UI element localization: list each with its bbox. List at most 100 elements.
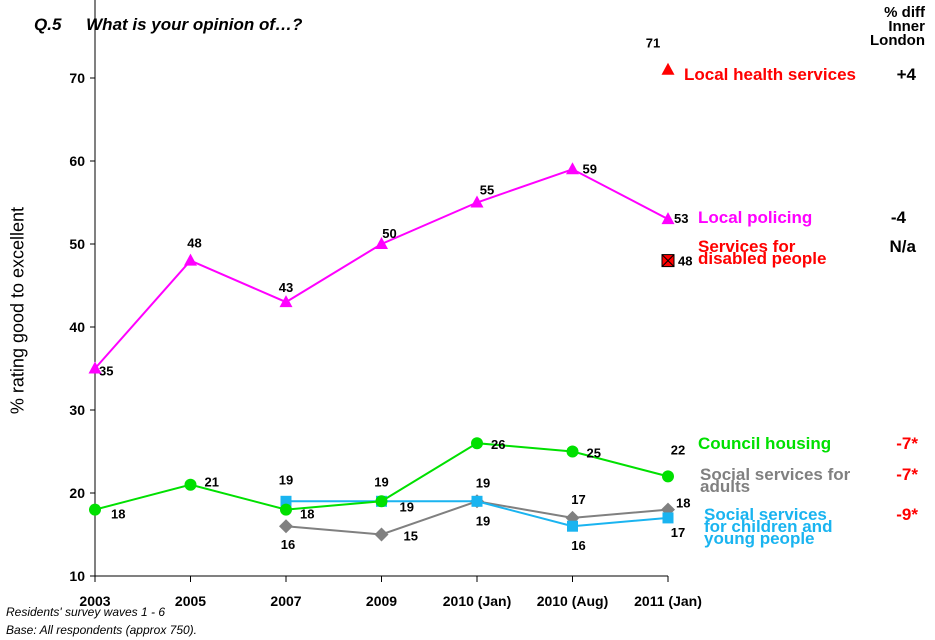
circle-marker <box>89 503 101 516</box>
question-text: What is your opinion of…? <box>86 15 303 34</box>
data-point <box>375 237 388 249</box>
data-point <box>279 519 293 534</box>
data-label: 26 <box>491 437 505 452</box>
legend-label-local-policing: Local policing -4 <box>698 208 907 227</box>
legend-text: Local health services <box>684 65 856 84</box>
data-label: 50 <box>382 226 396 241</box>
data-label: 53 <box>674 211 688 226</box>
x-tick-label: 2003 <box>79 593 110 609</box>
legend-text: Social services for <box>700 465 851 484</box>
x-tick-label: 2010 (Jan) <box>443 593 511 609</box>
data-point <box>567 520 578 532</box>
diff-value: -9* <box>896 505 918 524</box>
y-tick-label: 60 <box>69 153 85 169</box>
y-tick-label: 20 <box>69 485 85 501</box>
data-label: 35 <box>99 364 113 379</box>
data-label: 19 <box>476 475 490 490</box>
data-point <box>662 512 674 524</box>
data-label: 43 <box>279 280 293 295</box>
square-marker <box>567 520 578 532</box>
question-title: Q.5 What is your opinion of…? <box>34 15 302 35</box>
x-square-cross <box>661 254 675 267</box>
data-point <box>184 253 197 266</box>
data-point <box>566 445 579 458</box>
data-label: 15 <box>404 529 418 544</box>
data-label: 17 <box>671 525 685 540</box>
data-point <box>661 254 675 268</box>
data-label: 17 <box>571 492 585 507</box>
data-label: 22 <box>671 442 685 457</box>
data-point <box>374 527 389 542</box>
data-point <box>88 361 102 374</box>
data-point <box>375 495 388 508</box>
diff-value: -7* <box>896 434 918 453</box>
triangle-marker <box>279 295 293 308</box>
legend-text: Social services <box>704 505 827 524</box>
x-tick-label: 2011 (Jan) <box>634 593 702 609</box>
x-tick-label: 2009 <box>366 593 397 609</box>
data-label: 16 <box>571 538 585 553</box>
data-label: 55 <box>480 183 494 198</box>
data-label: 25 <box>587 446 601 461</box>
circle-marker <box>662 470 674 483</box>
data-label: 48 <box>678 254 692 269</box>
legend-text: Council housing <box>698 434 831 453</box>
data-label: 21 <box>205 475 219 490</box>
y-tick-label: 50 <box>69 236 85 252</box>
circle-marker <box>184 478 197 491</box>
series-disabled: 48 <box>678 254 692 269</box>
data-label: 18 <box>676 496 690 511</box>
square-marker <box>662 512 674 524</box>
diff-header: % diff Inner London <box>825 4 925 48</box>
data-label: 19 <box>400 499 414 514</box>
circle-marker <box>471 437 483 450</box>
square-marker <box>280 495 292 507</box>
y-tick-label: 70 <box>69 70 85 86</box>
data-label: 48 <box>187 236 201 251</box>
y-tick-label: 10 <box>69 568 85 584</box>
diff-value: +4 <box>897 65 917 84</box>
triangle-marker <box>470 195 484 208</box>
footer-source: Residents' survey waves 1 - 6 <box>6 605 166 619</box>
legend-text: Local policing <box>698 208 812 227</box>
data-label: 18 <box>111 507 125 522</box>
data-point <box>662 470 674 483</box>
data-point <box>184 478 197 491</box>
legend-text: for children and <box>704 517 832 536</box>
legend-label-council-housing: Council housing -7* <box>698 434 918 453</box>
triangle-marker <box>184 253 197 266</box>
triangle-marker <box>566 162 579 175</box>
diff-value: -7* <box>896 465 918 484</box>
data-label: 59 <box>583 161 597 176</box>
series-local-health: 71 <box>646 36 660 51</box>
legend-text: Services for <box>698 237 796 256</box>
circle-marker <box>375 495 388 508</box>
data-point <box>280 495 292 507</box>
data-point <box>279 295 293 308</box>
data-label: 19 <box>374 474 388 489</box>
circle-marker <box>566 445 579 458</box>
triangle-marker <box>375 237 388 249</box>
legend-text: adults <box>700 477 750 496</box>
legend-text: disabled people <box>698 249 826 268</box>
square-marker <box>471 495 483 507</box>
legend-text: young people <box>704 529 815 548</box>
series-council-housing: 18 21 18 19 26 25 22 <box>94 437 685 522</box>
diff-value: N/a <box>890 237 917 256</box>
diff-value: -4 <box>891 208 907 227</box>
diff-header-line-1: % diff <box>884 4 925 21</box>
triangle-marker <box>88 361 102 374</box>
triangle-marker <box>661 212 675 225</box>
y-tick-label: 40 <box>69 319 85 335</box>
data-point <box>471 495 483 507</box>
data-label: 16 <box>281 537 295 552</box>
triangle-marker <box>661 62 675 75</box>
circle-marker <box>280 503 292 516</box>
data-point <box>661 62 675 75</box>
data-point <box>89 503 101 516</box>
x-tick-label: 2005 <box>175 593 206 609</box>
series-local-policing: 35 48 43 50 55 59 53 <box>94 161 688 379</box>
